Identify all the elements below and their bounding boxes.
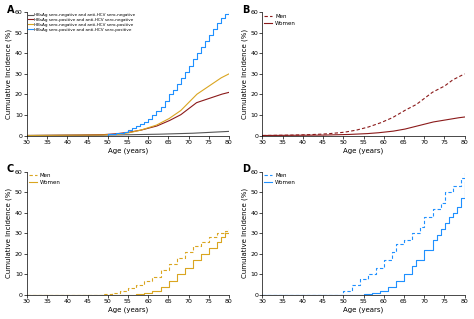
X-axis label: Age (years): Age (years) (343, 147, 383, 154)
Legend: Men, Women: Men, Women (264, 14, 296, 26)
X-axis label: Age (years): Age (years) (343, 307, 383, 314)
Y-axis label: Cumulative Incidence (%): Cumulative Incidence (%) (6, 188, 12, 278)
Y-axis label: Cumulative Incidence (%): Cumulative Incidence (%) (6, 29, 12, 119)
Y-axis label: Cumulative Incidence (%): Cumulative Incidence (%) (241, 29, 248, 119)
Text: A: A (7, 5, 14, 15)
Text: B: B (242, 5, 250, 15)
X-axis label: Age (years): Age (years) (108, 307, 148, 314)
Legend: Men, Women: Men, Women (28, 174, 61, 185)
Text: C: C (7, 164, 14, 174)
Legend: Men, Women: Men, Women (264, 174, 296, 185)
Y-axis label: Cumulative Incidence (%): Cumulative Incidence (%) (241, 188, 248, 278)
Legend: HBsAg sero-negative and anti-HCV sero-negative, HBsAg sero-positive and anti-HCV: HBsAg sero-negative and anti-HCV sero-ne… (27, 13, 136, 32)
X-axis label: Age (years): Age (years) (108, 147, 148, 154)
Text: D: D (242, 164, 250, 174)
